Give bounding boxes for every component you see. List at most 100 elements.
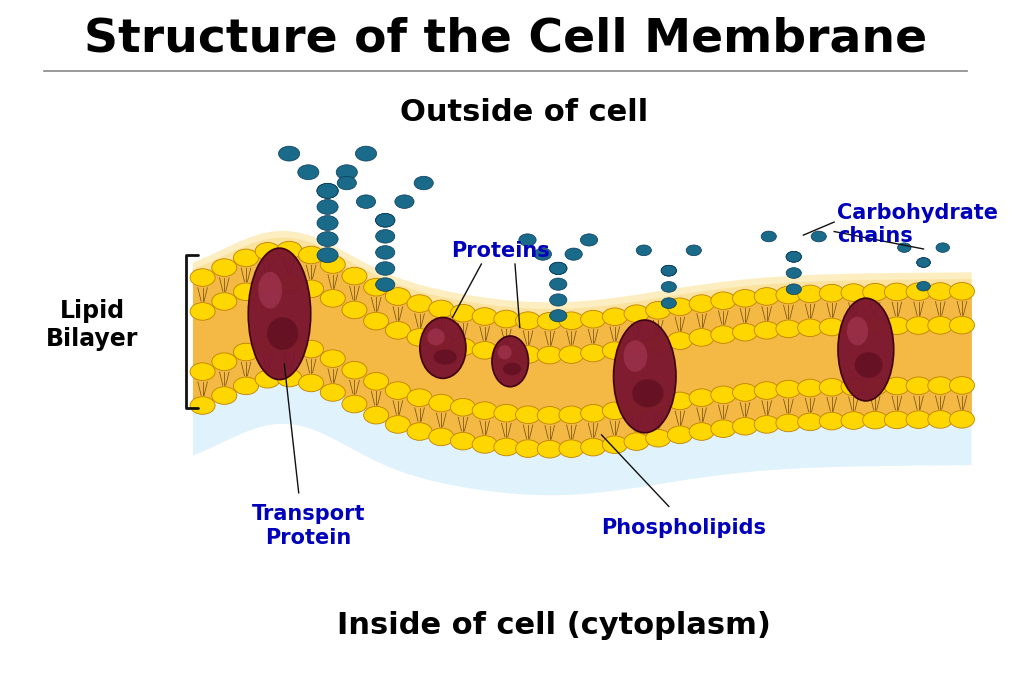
- Circle shape: [550, 262, 567, 274]
- Ellipse shape: [838, 298, 894, 401]
- Circle shape: [321, 384, 345, 401]
- Circle shape: [336, 165, 357, 179]
- Circle shape: [494, 310, 519, 328]
- Circle shape: [668, 332, 692, 349]
- Circle shape: [233, 249, 258, 267]
- Circle shape: [317, 183, 338, 198]
- Circle shape: [190, 363, 215, 380]
- Circle shape: [662, 265, 677, 276]
- Circle shape: [472, 341, 497, 359]
- Circle shape: [414, 176, 433, 190]
- Circle shape: [550, 262, 567, 274]
- Circle shape: [408, 422, 432, 440]
- Circle shape: [538, 313, 562, 330]
- Ellipse shape: [427, 328, 444, 345]
- Circle shape: [494, 344, 519, 362]
- Circle shape: [299, 246, 324, 264]
- Circle shape: [862, 378, 888, 395]
- Ellipse shape: [248, 248, 310, 380]
- Circle shape: [364, 312, 389, 330]
- Circle shape: [841, 318, 866, 335]
- Polygon shape: [193, 251, 972, 448]
- Circle shape: [212, 259, 237, 276]
- Circle shape: [364, 278, 389, 296]
- Circle shape: [550, 294, 567, 306]
- Circle shape: [429, 334, 454, 351]
- Circle shape: [841, 284, 866, 301]
- Text: Lipid
Bilayer: Lipid Bilayer: [46, 299, 138, 351]
- Text: Transport
Protein: Transport Protein: [252, 504, 366, 548]
- Circle shape: [376, 213, 395, 227]
- Text: Proteins: Proteins: [452, 240, 550, 261]
- Circle shape: [342, 362, 367, 379]
- Circle shape: [636, 245, 651, 256]
- Circle shape: [732, 384, 758, 401]
- Ellipse shape: [624, 341, 647, 372]
- Polygon shape: [193, 238, 972, 448]
- Circle shape: [906, 377, 931, 395]
- Circle shape: [936, 243, 949, 253]
- Circle shape: [255, 242, 281, 260]
- Circle shape: [190, 303, 215, 320]
- Circle shape: [668, 426, 692, 443]
- Circle shape: [212, 353, 237, 370]
- Circle shape: [711, 292, 736, 309]
- Circle shape: [928, 283, 952, 301]
- Circle shape: [906, 317, 931, 334]
- Circle shape: [538, 347, 562, 364]
- Circle shape: [949, 316, 975, 334]
- Circle shape: [732, 290, 758, 307]
- Circle shape: [342, 395, 367, 413]
- Circle shape: [255, 370, 281, 388]
- Circle shape: [317, 232, 338, 246]
- Text: Carbohydrate
chains: Carbohydrate chains: [837, 203, 998, 246]
- Text: Phospholipids: Phospholipids: [601, 518, 766, 538]
- Circle shape: [276, 369, 302, 387]
- Circle shape: [355, 146, 377, 161]
- Circle shape: [755, 382, 779, 399]
- Circle shape: [668, 392, 692, 410]
- Circle shape: [711, 386, 736, 403]
- Circle shape: [317, 183, 338, 198]
- Circle shape: [321, 256, 345, 274]
- Circle shape: [885, 411, 909, 429]
- Circle shape: [662, 265, 677, 276]
- Circle shape: [898, 243, 911, 253]
- Circle shape: [776, 286, 801, 304]
- Text: Inside of cell (cytoplasm): Inside of cell (cytoplasm): [337, 611, 770, 640]
- Circle shape: [916, 258, 930, 267]
- Circle shape: [786, 251, 802, 262]
- Circle shape: [515, 440, 541, 458]
- Ellipse shape: [855, 352, 883, 378]
- Circle shape: [538, 441, 562, 458]
- Circle shape: [321, 290, 345, 307]
- Circle shape: [535, 248, 552, 260]
- Circle shape: [786, 284, 802, 294]
- Circle shape: [559, 406, 584, 424]
- Circle shape: [299, 374, 324, 392]
- Circle shape: [408, 328, 432, 346]
- Circle shape: [602, 342, 628, 359]
- Circle shape: [776, 380, 801, 398]
- Circle shape: [689, 294, 714, 312]
- Circle shape: [276, 335, 302, 353]
- Circle shape: [559, 346, 584, 364]
- Ellipse shape: [434, 349, 457, 365]
- Circle shape: [646, 301, 671, 319]
- Circle shape: [776, 320, 801, 338]
- Circle shape: [276, 241, 302, 259]
- Circle shape: [755, 416, 779, 433]
- Ellipse shape: [503, 363, 521, 375]
- Circle shape: [928, 317, 952, 334]
- Circle shape: [515, 312, 541, 330]
- Circle shape: [581, 344, 605, 362]
- Circle shape: [212, 387, 237, 404]
- Circle shape: [624, 399, 649, 416]
- Circle shape: [550, 309, 567, 322]
- Circle shape: [385, 288, 411, 305]
- Circle shape: [689, 328, 714, 346]
- Circle shape: [928, 377, 952, 395]
- Circle shape: [538, 407, 562, 424]
- Circle shape: [624, 433, 649, 450]
- Circle shape: [559, 312, 584, 330]
